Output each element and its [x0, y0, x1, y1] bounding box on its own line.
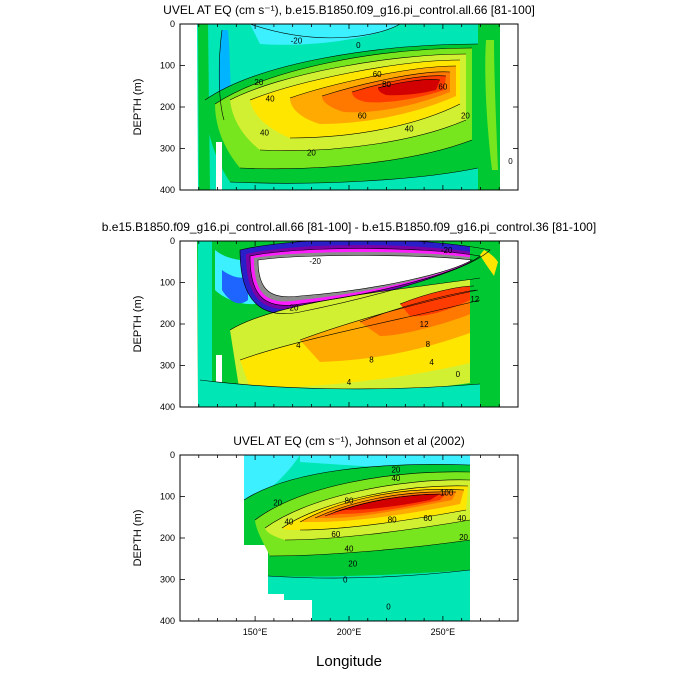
x-axis-label: Longitude — [316, 653, 382, 670]
panel-title: b.e15.B1850.f09_g16.pi_control.all.66 [8… — [102, 220, 596, 234]
contour-label: 80 — [388, 515, 397, 524]
panel-observations: UVEL AT EQ (cm s⁻¹), Johnson et al (2002… — [132, 434, 519, 670]
y-tick-labels: 0 100 200 300 400 — [160, 19, 175, 195]
y-tick-labels: 0 100 200 300 400 — [160, 450, 175, 626]
contour-lines — [204, 24, 479, 184]
contour-label: 12 — [420, 320, 429, 329]
y-tick-label: 0 — [170, 450, 175, 460]
contour-label: 40 — [266, 95, 275, 104]
panel-title: UVEL AT EQ (cm s⁻¹), Johnson et al (2002… — [233, 434, 465, 448]
y-tick-label: 100 — [160, 61, 175, 71]
contour-label: 0 — [456, 370, 461, 379]
y-tick-label: 100 — [160, 492, 175, 502]
contour-label: 20 — [459, 533, 468, 542]
contour-fill — [180, 24, 518, 190]
contour-label: 0 — [386, 602, 391, 611]
contour-label: 20 — [391, 466, 400, 475]
contour-label: 20 — [461, 111, 470, 120]
y-axis-label: DEPTH (m) — [132, 79, 144, 136]
contour-label: 60 — [373, 70, 382, 79]
contour-label: 4 — [347, 378, 352, 387]
contour-label: 100 — [440, 488, 454, 497]
contour-label: 0 — [508, 157, 513, 166]
y-tick-label: 400 — [160, 402, 175, 412]
y-tick-label: 200 — [160, 533, 175, 543]
contour-label: 60 — [331, 530, 340, 539]
contour-label: 0 — [356, 41, 361, 50]
y-tick-label: 400 — [160, 616, 175, 626]
x-tick-label: 150°E — [243, 627, 268, 637]
y-tick-label: 200 — [160, 319, 175, 329]
contour-label: -20 — [441, 246, 453, 255]
contour-label: 20 — [348, 560, 357, 569]
contour-label: 8 — [369, 355, 374, 364]
y-axis-label: DEPTH (m) — [132, 510, 144, 567]
contour-label: 40 — [391, 474, 400, 483]
contour-label: 4 — [429, 358, 434, 367]
contour-label: 20 — [273, 499, 282, 508]
contour-label: 40 — [260, 129, 269, 138]
x-tick-label: 200°E — [337, 627, 362, 637]
y-tick-label: 400 — [160, 185, 175, 195]
contour-label: 40 — [405, 125, 414, 134]
contour-label: 0 — [343, 576, 348, 585]
contour-label: 80 — [345, 497, 354, 506]
x-tick-labels: 150°E 200°E 250°E — [243, 627, 455, 637]
y-tick-label: 0 — [170, 236, 175, 246]
contour-label: 12 — [470, 295, 479, 304]
y-tick-label: 300 — [160, 361, 175, 371]
contour-label: 40 — [457, 514, 466, 523]
contour-label: -20 — [309, 257, 321, 266]
contour-label: 20 — [307, 149, 316, 158]
contour-label: 60 — [438, 82, 447, 91]
contour-label: 40 — [345, 544, 354, 553]
x-tick-label: 250°E — [431, 627, 456, 637]
contour-label: -20 — [287, 303, 299, 312]
contour-label: 40 — [284, 517, 293, 526]
contour-label: 60 — [423, 514, 432, 523]
y-axis-label: DEPTH (m) — [132, 296, 144, 353]
y-tick-label: 100 — [160, 278, 175, 288]
contour-lines — [199, 241, 491, 390]
panel-model-uvel: UVEL AT EQ (cm s⁻¹), b.e15.B1850.f09_g16… — [132, 3, 535, 195]
contour-label: -20 — [291, 37, 303, 46]
contour-label: 20 — [254, 78, 263, 87]
contour-label: 60 — [358, 111, 367, 120]
panel-title: UVEL AT EQ (cm s⁻¹), b.e15.B1850.f09_g16… — [163, 3, 535, 17]
y-tick-label: 300 — [160, 144, 175, 154]
contour-label: 8 — [426, 340, 431, 349]
contour-labels: -20 -20 -20 4 8 4 12 8 12 4 0 — [287, 246, 480, 387]
y-tick-label: 300 — [160, 575, 175, 585]
y-tick-labels: 0 100 200 300 400 — [160, 236, 175, 412]
contour-label: 4 — [296, 341, 301, 350]
y-tick-label: 0 — [170, 19, 175, 29]
contour-lines — [243, 464, 471, 579]
y-tick-label: 200 — [160, 102, 175, 112]
contour-label: 80 — [382, 80, 391, 89]
panel-difference: b.e15.B1850.f09_g16.pi_control.all.66 [8… — [102, 220, 596, 412]
